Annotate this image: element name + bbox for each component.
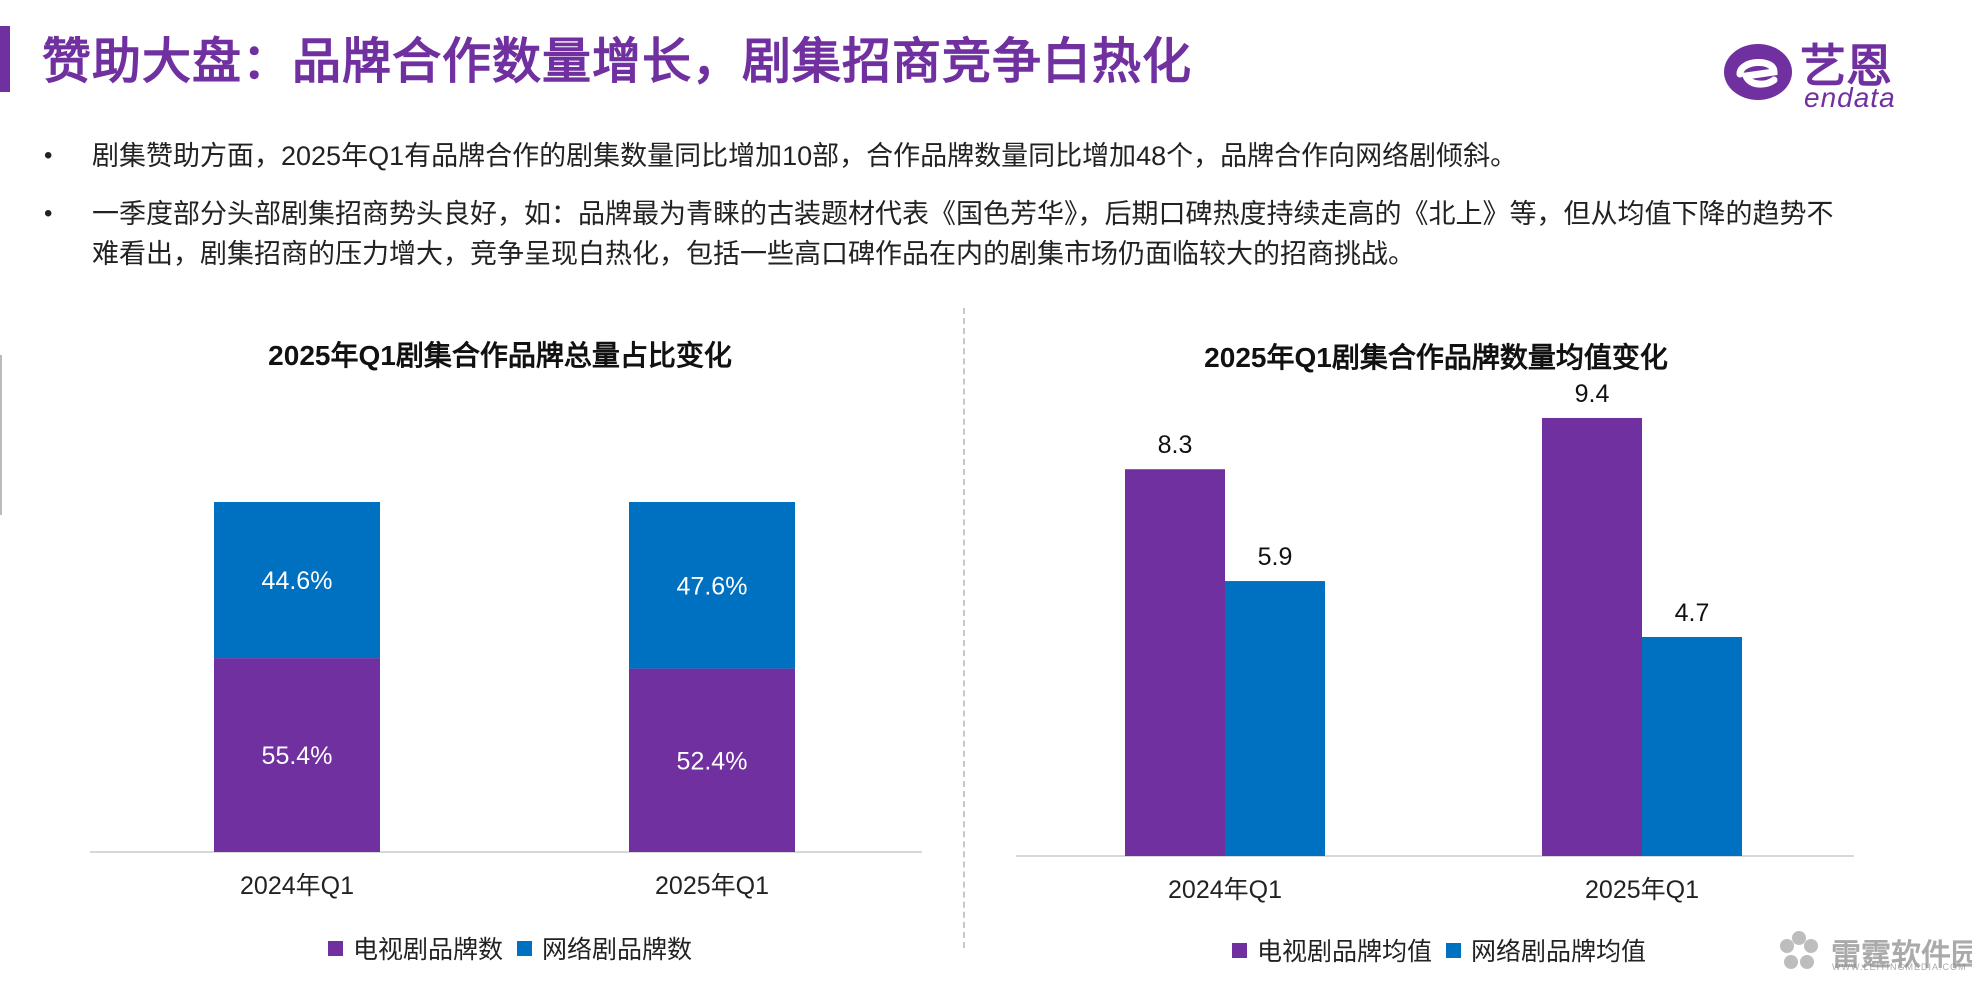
legend-item: 电视剧品牌均值 bbox=[1232, 932, 1432, 968]
stacked-bar-segment bbox=[214, 658, 380, 852]
legend-share: 电视剧品牌数 网络剧品牌数 bbox=[328, 930, 706, 966]
stacked-bar-segment bbox=[629, 668, 795, 852]
bullet-item: • 剧集赞助方面，2025年Q1有品牌合作的剧集数量同比增加10部，合作品牌数量… bbox=[44, 136, 1844, 176]
x-tick-label: 2024年Q1 bbox=[1168, 876, 1282, 904]
data-label: 4.7 bbox=[1675, 599, 1710, 627]
x-tick-label: 2025年Q1 bbox=[1585, 876, 1699, 904]
legend-swatch bbox=[1446, 942, 1462, 958]
legend-item: 电视剧品牌数 bbox=[328, 930, 503, 966]
chart-title-share: 2025年Q1剧集合作品牌总量占比变化 bbox=[268, 340, 732, 371]
x-tick-label: 2025年Q1 bbox=[655, 872, 769, 900]
legend-item: 网络剧品牌数 bbox=[517, 930, 692, 966]
legend-label: 网络剧品牌数 bbox=[542, 936, 693, 964]
bullet-text: 剧集赞助方面，2025年Q1有品牌合作的剧集数量同比增加10部，合作品牌数量同比… bbox=[92, 141, 1518, 171]
stacked-bar-segment bbox=[629, 502, 795, 669]
watermark: 雷霆软件园 bbox=[1775, 928, 1972, 976]
bullet-text: 一季度部分头部剧集招商势头良好，如：品牌最为青睐的古装题材代表《国色芳华》，后期… bbox=[92, 199, 1834, 269]
legend-label: 网络剧品牌均值 bbox=[1471, 938, 1647, 966]
edge-marker bbox=[0, 355, 2, 515]
legend-swatch bbox=[1232, 942, 1247, 958]
endata-logo-icon bbox=[1724, 44, 1792, 100]
legend-label: 电视剧品牌数 bbox=[353, 936, 504, 964]
legend-swatch bbox=[517, 940, 533, 956]
title-accent-bar bbox=[0, 26, 10, 92]
legend-item: 网络剧品牌均值 bbox=[1446, 932, 1646, 968]
stacked-bar-segment bbox=[214, 502, 380, 659]
grouped-bar bbox=[1225, 581, 1325, 856]
legend-label: 电视剧品牌均值 bbox=[1257, 938, 1433, 966]
data-label: 55.4% bbox=[262, 742, 333, 770]
bullet-list: • 剧集赞助方面，2025年Q1有品牌合作的剧集数量同比增加10部，合作品牌数量… bbox=[44, 136, 1844, 292]
watermark-flower-icon bbox=[1780, 931, 1818, 969]
grouped-bar bbox=[1642, 636, 1742, 856]
bullet-dot: • bbox=[44, 200, 53, 227]
data-label: 47.6% bbox=[677, 572, 748, 600]
data-label: 9.4 bbox=[1575, 380, 1610, 408]
watermark-url: WWW.LEITINGMEDIA.COM bbox=[1832, 962, 1967, 972]
grouped-bar bbox=[1542, 417, 1642, 856]
page-title: 赞助大盘：品牌合作数量增长，剧集招商竞争白热化 bbox=[42, 35, 1193, 89]
data-label: 8.3 bbox=[1158, 431, 1193, 459]
bullet-item: • 一季度部分头部剧集招商势头良好，如：品牌最为青睐的古装题材代表《国色芳华》，… bbox=[44, 194, 1844, 274]
legend-average: 电视剧品牌均值 网络剧品牌均值 bbox=[1232, 932, 1660, 968]
bullet-dot: • bbox=[44, 142, 53, 169]
chart-title-average: 2025年Q1剧集合作品牌数量均值变化 bbox=[1204, 342, 1668, 373]
grouped-bar bbox=[1125, 469, 1225, 856]
watermark-text: 雷霆软件园 bbox=[1831, 939, 1972, 972]
data-label: 5.9 bbox=[1258, 543, 1293, 571]
x-tick-label: 2024年Q1 bbox=[240, 872, 354, 900]
data-label: 52.4% bbox=[677, 747, 748, 775]
logo-text-en: endata bbox=[1804, 82, 1896, 113]
data-label: 44.6% bbox=[262, 567, 333, 595]
logo-text-cn: 艺恩 bbox=[1800, 40, 1892, 92]
chart-divider bbox=[963, 308, 965, 948]
legend-swatch bbox=[328, 940, 343, 956]
